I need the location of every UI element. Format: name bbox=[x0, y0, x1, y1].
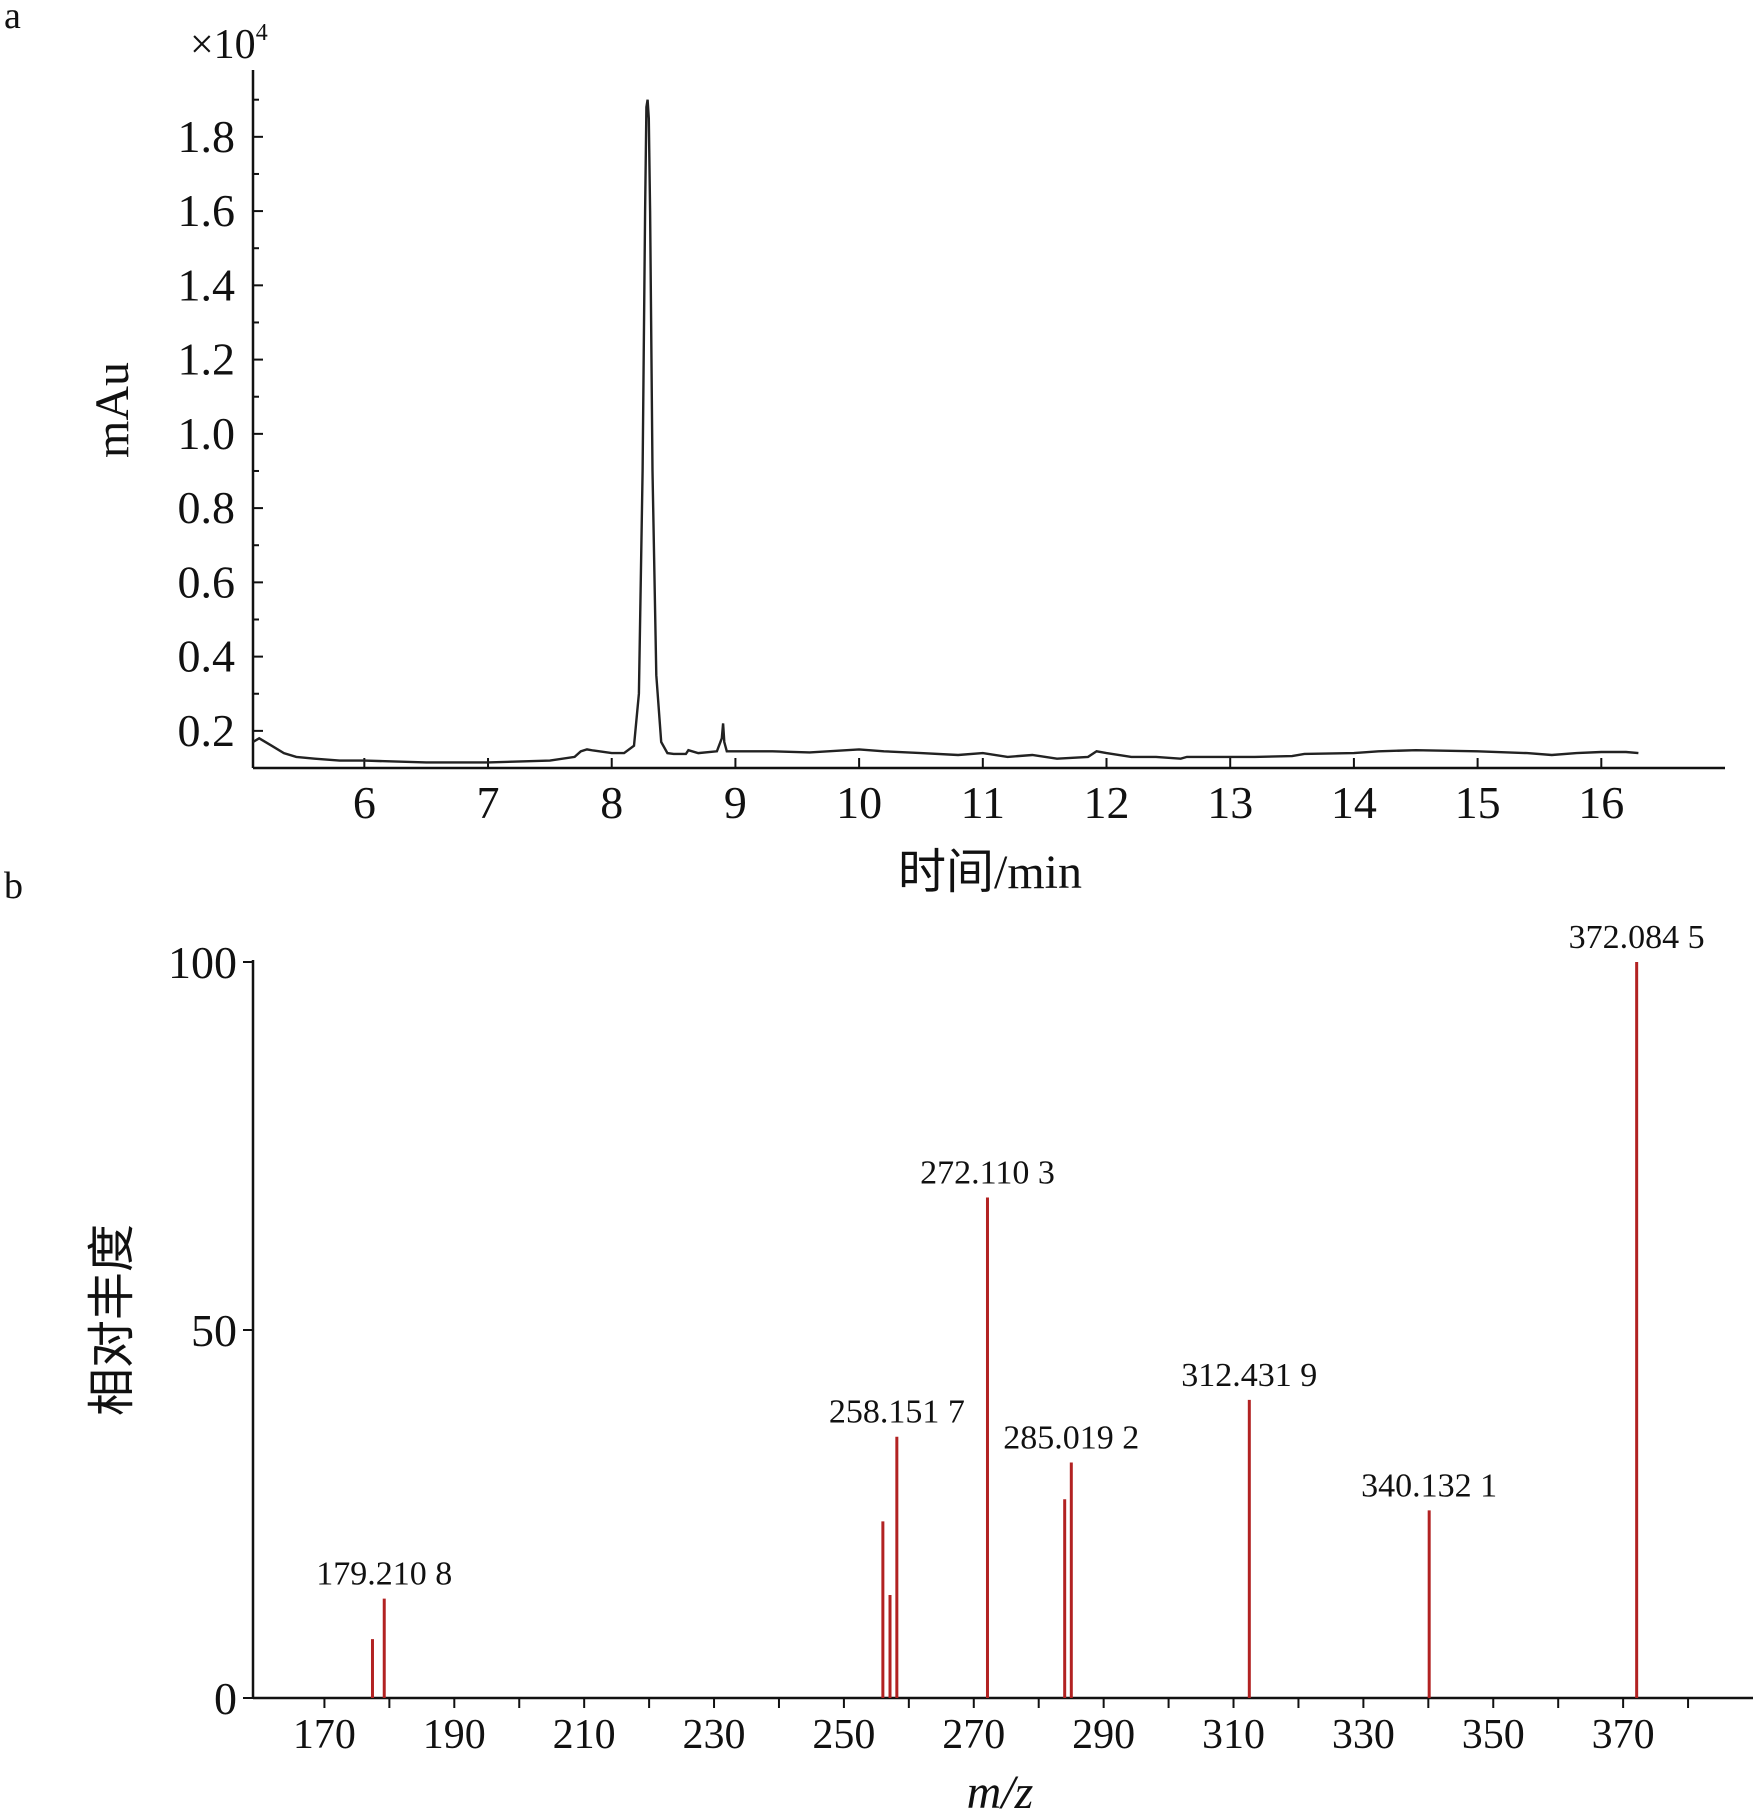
spectrum-y-tick-label: 50 bbox=[191, 1305, 237, 1356]
x-tick-label: 11 bbox=[961, 777, 1005, 828]
spectrum-x-ticks: 170 190 210 230 250 270 290 310 330 350 370 bbox=[293, 1698, 1690, 1758]
chromatogram-y-ticks: 0.2 0.4 0.6 0.8 1.0 1.2 1.4 1.6 1.8 bbox=[178, 98, 263, 756]
spectrum-x-tick-label: 250 bbox=[812, 1712, 875, 1758]
panel-a-letter: a bbox=[4, 0, 21, 37]
x-tick-label: 13 bbox=[1207, 777, 1253, 828]
mass-spectrum-panel: 0 50 100 170 190 210 230 250 270 290 310 330 350 370… bbox=[86, 919, 1753, 1813]
peak-mz-label: 179.210 8 bbox=[316, 1556, 452, 1593]
peak-mz-label: 372.084 5 bbox=[1569, 919, 1705, 956]
x-tick-label: 16 bbox=[1578, 777, 1624, 828]
spectrum-y-tick-label: 0 bbox=[214, 1673, 237, 1724]
spectrum-x-tick-label: 210 bbox=[553, 1712, 616, 1758]
x-tick-label: 9 bbox=[724, 777, 747, 828]
y-tick-label: 0.6 bbox=[178, 556, 236, 607]
y-tick-label: 1.6 bbox=[178, 185, 236, 236]
y-tick-label: 0.2 bbox=[178, 705, 236, 756]
spectrum-x-tick-label: 330 bbox=[1332, 1712, 1395, 1758]
spectrum-y-axis-title: 相对丰度 bbox=[86, 1224, 139, 1416]
spectrum-x-tick-label: 230 bbox=[683, 1712, 746, 1758]
y-tick-label: 1.4 bbox=[178, 259, 236, 310]
spectrum-x-tick-label: 370 bbox=[1592, 1712, 1655, 1758]
y-tick-label: 0.4 bbox=[178, 631, 236, 682]
chromatogram-y-axis-title: mAu bbox=[86, 362, 139, 458]
peak-mz-label: 285.019 2 bbox=[1003, 1419, 1139, 1456]
x-tick-label: 15 bbox=[1455, 777, 1501, 828]
x-tick-label: 12 bbox=[1084, 777, 1130, 828]
spectrum-x-tick-label: 310 bbox=[1202, 1712, 1265, 1758]
peak-mz-label: 272.110 3 bbox=[920, 1155, 1055, 1192]
spectrum-x-axis-title: m/z bbox=[967, 1766, 1034, 1813]
y-multiplier-label: ×104 bbox=[190, 20, 268, 68]
spectrum-x-tick-label: 190 bbox=[423, 1712, 486, 1758]
y-tick-label: 1.2 bbox=[178, 334, 236, 385]
y-tick-label: 1.0 bbox=[178, 408, 236, 459]
chromatogram-x-ticks: 6 7 8 9 10 11 12 13 14 15 16 bbox=[353, 758, 1624, 828]
panel-b-letter: b bbox=[4, 865, 23, 907]
peak-mz-label: 258.151 7 bbox=[829, 1394, 965, 1431]
spectrum-y-tick-label: 100 bbox=[168, 937, 237, 988]
chromatogram-trace bbox=[252, 99, 1639, 764]
spectrum-x-tick-label: 290 bbox=[1072, 1712, 1135, 1758]
spectrum-peaks: 179.210 8 258.151 7 272.110 3 285.019 2 312.… bbox=[316, 919, 1705, 1698]
x-tick-label: 6 bbox=[353, 777, 376, 828]
chromatogram-x-axis-title: 时间/min bbox=[898, 846, 1082, 899]
x-tick-label: 10 bbox=[836, 777, 882, 828]
x-tick-label: 7 bbox=[477, 777, 500, 828]
x-tick-label: 14 bbox=[1331, 777, 1377, 828]
x-tick-label: 8 bbox=[600, 777, 623, 828]
chromatogram-panel: ×104 0.2 0.4 0.6 0.8 1.0 1.2 1.4 1.6 1.8 6 7 8 9 10 1… bbox=[86, 20, 1725, 899]
spectrum-x-tick-label: 170 bbox=[293, 1712, 356, 1758]
y-tick-label: 0.8 bbox=[178, 482, 236, 533]
y-tick-label: 1.8 bbox=[178, 111, 236, 162]
peak-mz-label: 312.431 9 bbox=[1181, 1357, 1317, 1394]
peak-mz-label: 340.132 1 bbox=[1361, 1467, 1497, 1504]
spectrum-x-tick-label: 350 bbox=[1462, 1712, 1525, 1758]
spectrum-y-ticks: 0 50 100 bbox=[168, 937, 253, 1724]
spectrum-x-tick-label: 270 bbox=[942, 1712, 1005, 1758]
